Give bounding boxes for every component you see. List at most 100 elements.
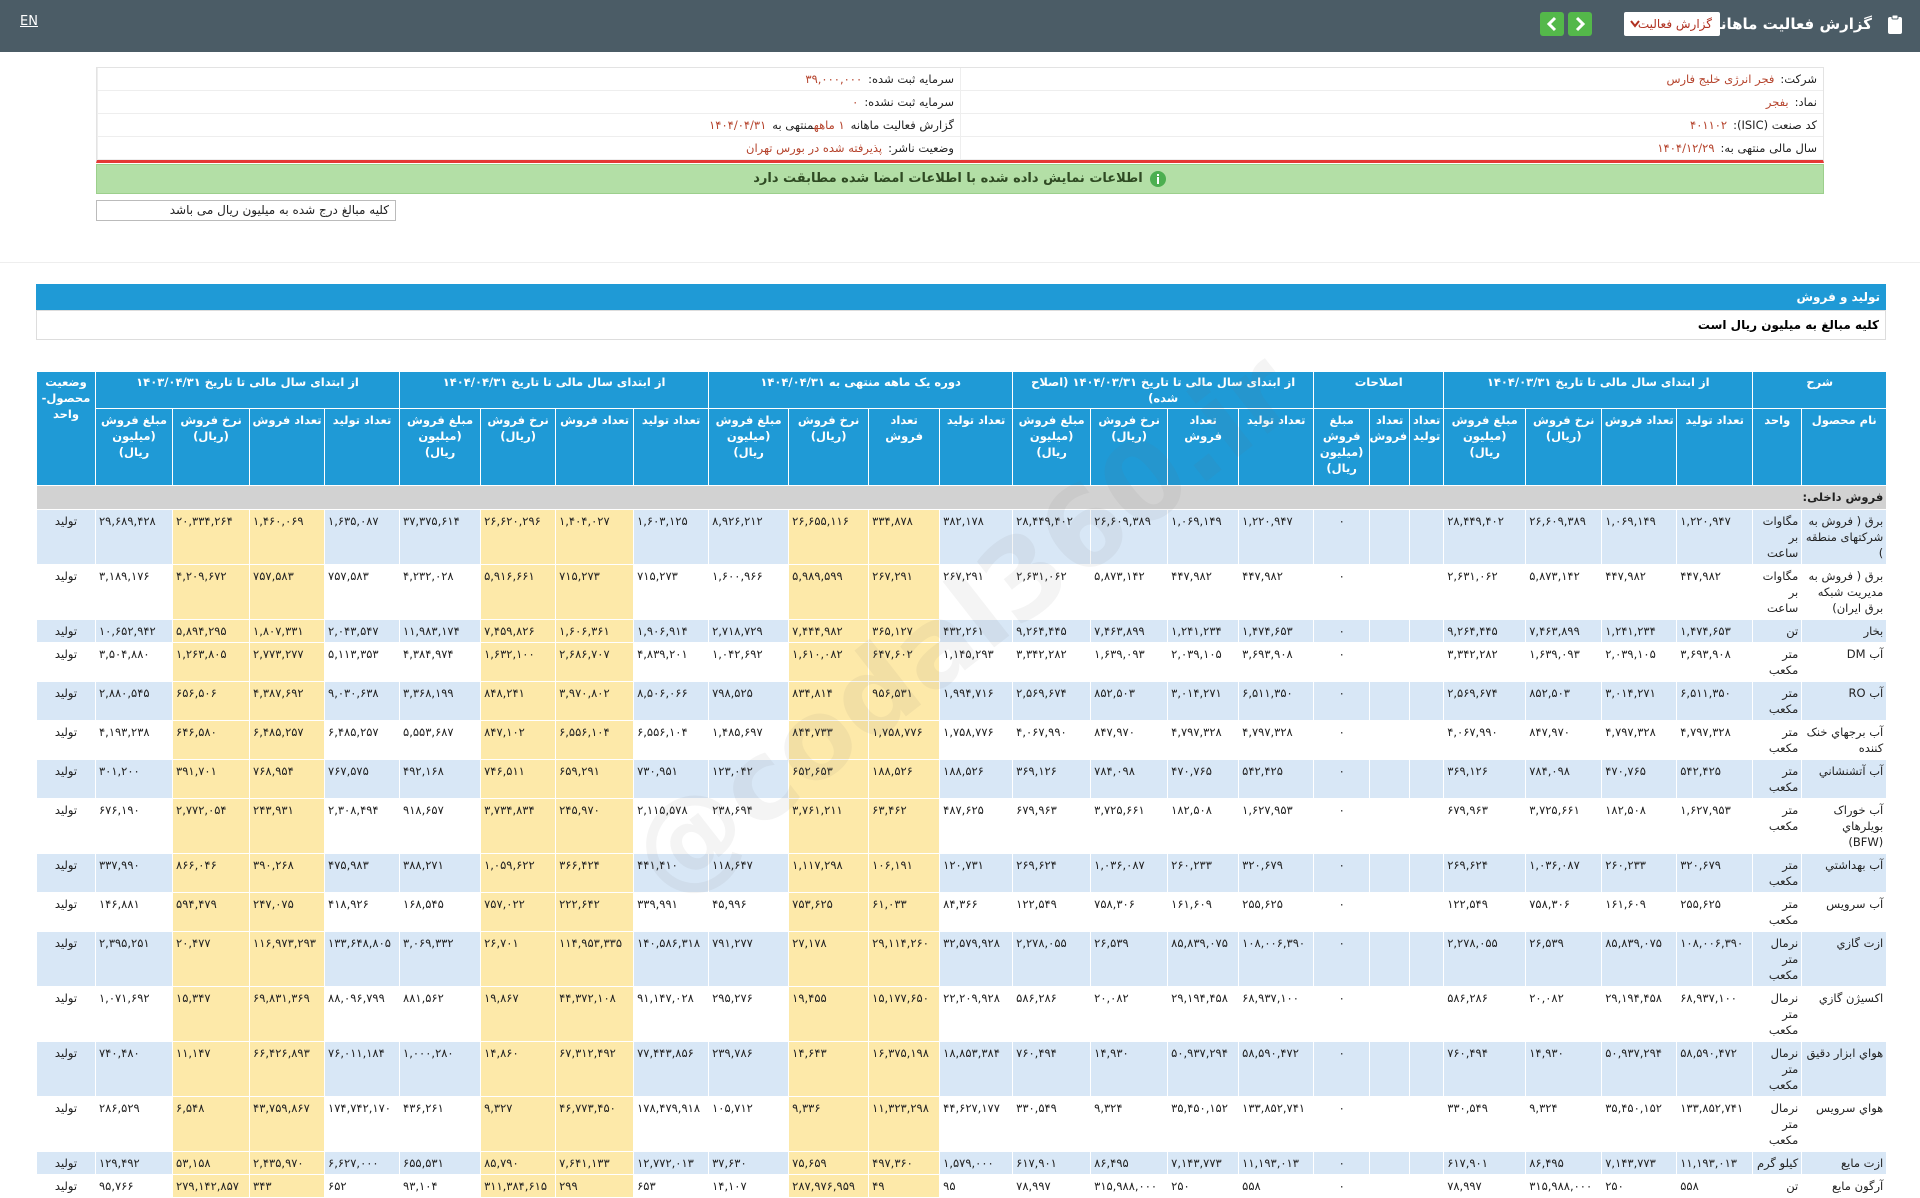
info-cell: سال مالی منتهی به: ۱۴۰۴/۱۲/۲۹ [960,137,1823,159]
table-cell: ۲۶,۵۳۹ [1090,931,1169,987]
info-value: ۱۴۰۴/۱۲/۲۹ [1657,141,1715,155]
language-switch[interactable]: EN [20,14,38,29]
table-cell: ۷۱۵,۲۷۳ [555,564,635,620]
info-value: فجر انرژی خلیج فارس [1666,72,1775,86]
table-cell: ۶۳,۴۶۲ [868,798,941,854]
table-cell: ۱۴,۸۶۰ [480,1041,557,1097]
table-cell: آب بهداشتي [1801,853,1888,893]
table-cell: ۳,۳۶۸,۱۹۹ [399,681,482,721]
info-value: ۱۴۰۴/۰۴/۳۱ [709,118,767,132]
prev-button[interactable] [1540,12,1564,36]
table-cell: ۱,۶۰۰,۹۶۶ [708,564,790,620]
table-cell: ۹۵ [939,1174,1014,1198]
table-cell: ۳,۶۹۳,۹۰۸ [1676,642,1754,682]
table-cell: هواي ابزار دقيق [1801,1041,1888,1097]
table-cell: ۴۴۷,۹۸۲ [1601,564,1678,620]
table-cell: ۱,۰۳۶,۰۸۷ [1525,853,1603,893]
empty-cell [1409,986,1445,1042]
table-cell: ۱,۹۰۶,۹۱۴ [633,619,710,643]
empty-cell [1409,564,1445,620]
table-cell: ۲۹,۱۱۴,۲۶۰ [868,931,941,987]
table-cell: ۱۴,۹۳۰ [1090,1041,1169,1097]
table-cell: ۱۶۱,۶۰۹ [1167,892,1240,932]
table-cell: ۳۶۵,۱۲۷ [868,619,941,643]
table-cell: ۱۰۵,۷۱۲ [708,1096,790,1152]
table-cell: ۳۷,۳۷۵,۶۱۴ [399,509,482,565]
column-header-row: نام محصول واحد تعداد تولید تعداد فروش نرخ فر… [37,408,1888,486]
table-cell: تولید [36,720,96,760]
table-cell: ۲۶,۷۰۱ [480,931,557,987]
group-header: از ابتدای سال مالی تا تاریخ ۱۴۰۳/۰۴/۳۱ [94,371,401,409]
table-cell: ۳,۰۶۹,۳۳۲ [399,931,482,987]
table-cell: ۵۸,۵۹۰,۴۷۲ [1238,1041,1315,1097]
empty-cell [1409,1041,1445,1097]
column-header: تعداد تولید [939,408,1014,486]
table-cell: ۴,۸۳۹,۲۰۱ [633,642,710,682]
table-cell: ۶۷,۳۱۲,۴۹۲ [555,1041,635,1097]
table-cell: تن [1752,1174,1803,1198]
table-cell: ۳۵,۴۵۰,۱۵۲ [1601,1096,1678,1152]
table-cell: ۲۰,۰۸۲ [1090,986,1169,1042]
next-button[interactable] [1568,12,1592,36]
table-cell: ۱,۱۱۷,۲۹۸ [788,853,870,893]
table-cell: مگاوات بر ساعت [1752,509,1803,565]
table-cell: ۱۱۶,۹۷۳,۲۹۳ [249,931,326,987]
table-cell: برق ( فروش به مدیریت شبکه برق ایران) [1801,564,1888,620]
amount-note: کلیه مبالغ درج شده به میلیون ریال می باش… [96,200,396,221]
table-cell: ۳,۳۴۲,۲۸۲ [1012,642,1092,682]
table-row: ازت مايع کيلو گرم ۱۱,۱۹۳,۰۱۳ ۷,۱۴۳,۷۷۳ ۸۶,۴۹… [36,1151,1888,1175]
table-cell: ۴۴۱,۴۱۰ [633,853,710,893]
table-cell: ۳,۶۹۳,۹۰۸ [1238,642,1315,682]
table-cell: ۳۲۰,۶۷۹ [1676,853,1754,893]
table-cell: ۲,۰۳۹,۱۰۵ [1167,642,1240,682]
table-cell: ۲,۶۳۱,۰۶۲ [1443,564,1527,620]
column-header: نرخ فروش (ریال) [1090,408,1169,486]
column-header: مبلغ فروش (میلیون ریال) [1313,408,1371,486]
group-header: شرح [1752,371,1888,409]
section-label: فروش داخلی: [35,485,1888,510]
table-cell: ۱۴۰,۵۸۶,۳۱۸ [633,931,710,987]
table-cell: ۲۶,۵۳۹ [1525,931,1603,987]
table-cell: ۷,۴۶۳,۸۹۹ [1090,619,1169,643]
table-cell: ۴۹۲,۱۶۸ [399,759,482,799]
table-cell: ۸۴۷,۱۰۲ [480,720,557,760]
table-cell: تولید [36,1041,96,1097]
empty-cell [1369,1096,1411,1152]
table-cell: ۲۹۹ [555,1174,635,1198]
table-cell: ۳,۷۲۵,۶۶۱ [1525,798,1603,854]
table-cell: ۱۴,۱۰۷ [708,1174,790,1198]
table-cell: تولید [36,759,96,799]
table-cell: ۶۵۳ [633,1174,710,1198]
table-cell: ۱,۶۲۷,۹۵۳ [1676,798,1754,854]
table-cell: ۶۵۲,۶۵۳ [788,759,870,799]
table-cell: ۲۸۷,۹۷۶,۹۵۹ [788,1174,870,1198]
table-cell: ۲۵۵,۶۲۵ [1676,892,1754,932]
empty-cell [1409,892,1445,932]
table-cell: ۵۹۴,۴۷۹ [172,892,251,932]
table-cell: ۷۵۳,۶۲۵ [788,892,870,932]
column-header: تعداد تولید [633,408,710,486]
table-cell: ۴۸۷,۶۲۵ [939,798,1014,854]
table-row: اکسيژن گازي نرمال متر مکعب ۶۸,۹۳۷,۱۰۰ ۲۹,۱۹… [36,986,1888,1042]
table-cell: ۱,۷۵۸,۷۷۶ [868,720,941,760]
table-cell: ۲۶۰,۲۳۳ [1601,853,1678,893]
empty-cell [1409,681,1445,721]
table-cell: ۹۵۶,۵۳۱ [868,681,941,721]
info-value: ۴۰۱۱۰۲ [1690,118,1728,132]
table-cell: ۱,۷۵۸,۷۷۶ [939,720,1014,760]
empty-cell [1409,931,1445,987]
table-cell: ۷,۱۴۳,۷۷۳ [1601,1151,1678,1175]
table-cell: ۲۶,۶۰۹,۳۸۹ [1090,509,1169,565]
table-cell: ۴,۳۸۴,۹۷۴ [399,642,482,682]
table-cell: ۲۶,۶۲۰,۲۹۶ [480,509,557,565]
table-cell: ۲۷۹,۱۴۲,۸۵۷ [172,1174,251,1198]
table-cell: ۷۹۸,۵۲۵ [708,681,790,721]
table-cell: ۶,۴۸۵,۲۵۷ [324,720,401,760]
table-cell: ۱,۰۰۰,۲۸۰ [399,1041,482,1097]
report-dropdown[interactable]: گزارش فعالیت [1624,12,1720,36]
table-cell: متر مکعب [1752,798,1803,854]
group-header: اصلاحات [1313,371,1445,409]
empty-cell [1409,509,1445,565]
table-cell: ۱,۲۴۱,۲۳۴ [1601,619,1678,643]
